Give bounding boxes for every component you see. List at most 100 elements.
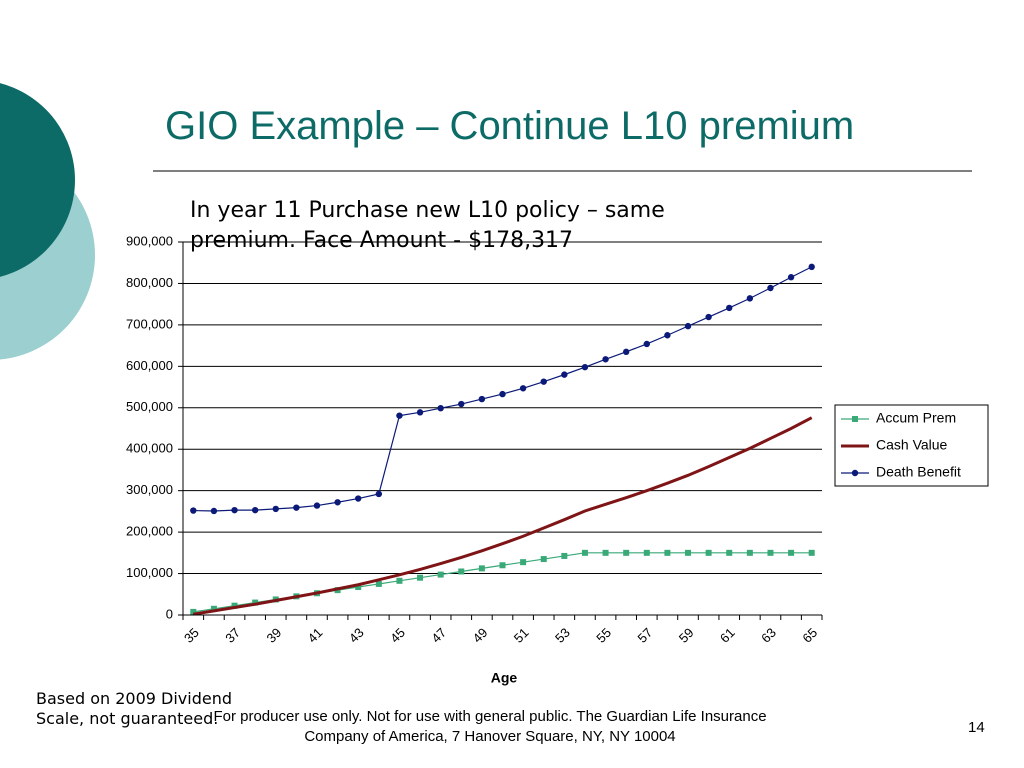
marker: [788, 549, 795, 556]
y-tick-label: 600,000: [126, 358, 173, 373]
marker: [478, 395, 486, 403]
marker: [561, 371, 568, 378]
marker: [458, 400, 465, 408]
x-tick-label: 45: [387, 625, 408, 646]
x-tick-label: 35: [181, 625, 202, 646]
x-tick-label: 37: [222, 625, 243, 646]
footer-line: Company of America, 7 Hanover Square, NY…: [304, 728, 676, 745]
note-line: Scale, not guaranteed.: [36, 709, 219, 728]
marker: [437, 571, 444, 578]
x-tick-label: 65: [799, 625, 820, 646]
marker: [746, 549, 753, 556]
y-tick-label: 0: [166, 606, 173, 621]
note: Based on 2009 Dividend Scale, not guaran…: [36, 689, 232, 729]
marker: [355, 584, 362, 591]
marker: [417, 574, 424, 581]
marker: [767, 549, 774, 556]
marker: [767, 284, 774, 292]
legend-label: Death Benefit: [876, 464, 961, 480]
marker: [355, 495, 362, 502]
marker: [746, 295, 754, 302]
note-line: Based on 2009 Dividend: [36, 689, 232, 708]
marker: [808, 263, 815, 271]
y-tick-label: 800,000: [126, 275, 173, 290]
marker: [705, 549, 712, 556]
y-tick-label: 700,000: [126, 316, 173, 331]
marker: [190, 608, 197, 615]
marker: [190, 507, 197, 514]
marker: [726, 304, 733, 312]
marker: [787, 274, 795, 281]
legend-label: Accum Prem: [876, 410, 956, 426]
marker: [272, 505, 279, 513]
x-tick-label: 55: [593, 625, 614, 646]
marker: [519, 385, 527, 392]
y-tick-label: 900,000: [126, 233, 173, 248]
page-number: 14: [968, 719, 985, 736]
x-tick-label: 63: [758, 625, 779, 646]
x-tick-label: 47: [428, 625, 449, 646]
marker: [602, 549, 609, 556]
marker: [499, 390, 506, 398]
marker: [581, 549, 588, 556]
marker: [396, 412, 403, 419]
subtitle-line: premium. Face Amount - $178,317: [190, 228, 574, 253]
marker: [664, 332, 671, 339]
legend-label: Cash Value: [876, 437, 948, 453]
marker: [437, 404, 444, 412]
marker: [540, 378, 547, 385]
series-line: [193, 266, 812, 512]
marker: [622, 348, 630, 356]
x-tick-label: 51: [511, 625, 532, 646]
marker: [623, 549, 630, 556]
legend-marker: [852, 416, 858, 422]
x-tick-label: 57: [635, 625, 656, 646]
x-tick-label: 53: [552, 625, 573, 646]
x-tick-label: 49: [470, 625, 491, 646]
marker: [416, 409, 424, 416]
marker: [726, 549, 733, 556]
x-tick-label: 39: [263, 625, 284, 646]
x-axis-title: Age: [491, 670, 518, 686]
subtitle-line: In year 11 Purchase new L10 policy – sam…: [190, 198, 665, 223]
marker: [499, 562, 506, 569]
marker: [581, 363, 589, 371]
footer-line: For producer use only. Not for use with …: [213, 708, 767, 725]
marker: [375, 580, 382, 587]
legend-marker: [851, 469, 859, 477]
marker: [252, 599, 259, 606]
marker: [231, 506, 238, 514]
marker: [375, 490, 383, 498]
marker: [643, 340, 650, 348]
marker: [334, 499, 341, 506]
marker: [396, 577, 403, 584]
subtitle: In year 11 Purchase new L10 policy – sam…: [190, 196, 665, 256]
decor-circle: [0, 83, 75, 277]
footer: For producer use only. Not for use with …: [100, 707, 880, 747]
marker: [210, 605, 217, 612]
marker: [684, 322, 692, 330]
x-tick-label: 61: [717, 625, 738, 646]
marker: [520, 559, 527, 566]
x-tick-label: 41: [305, 625, 326, 646]
marker: [664, 549, 671, 556]
y-tick-label: 500,000: [126, 399, 173, 414]
series-line: [193, 552, 812, 613]
marker: [540, 556, 547, 563]
marker: [685, 549, 692, 556]
marker: [293, 504, 300, 511]
y-tick-label: 300,000: [126, 482, 173, 497]
x-tick-label: 59: [676, 625, 697, 646]
marker: [478, 565, 485, 572]
marker: [210, 507, 218, 515]
series-line: [193, 416, 813, 616]
y-tick-label: 400,000: [126, 441, 173, 456]
marker: [458, 568, 465, 575]
marker: [602, 356, 609, 363]
x-tick-label: 43: [346, 625, 367, 646]
y-tick-label: 200,000: [126, 524, 173, 539]
marker: [808, 549, 815, 556]
marker: [231, 602, 238, 609]
